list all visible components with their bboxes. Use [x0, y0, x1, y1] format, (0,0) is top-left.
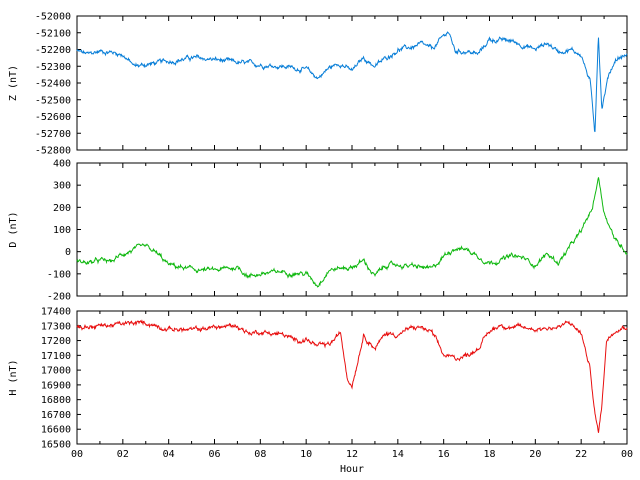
- y-axis-label: Z (nT): [8, 65, 19, 101]
- y-tick-label: 16700: [41, 410, 71, 421]
- series-line: [76, 319, 628, 433]
- y-axis-label: D (nT): [8, 211, 19, 247]
- x-axis-label: Hour: [340, 464, 364, 475]
- x-tick-label: 18: [483, 449, 495, 460]
- series-line: [76, 31, 628, 133]
- x-tick-label: 02: [117, 449, 129, 460]
- panel-h: 16500 16600 16700 16800 16900 17000 17100 17200…: [8, 307, 633, 476]
- panel-z: -52800 -52700 -52600 -52500 -52400 -52300 -522…: [8, 12, 628, 157]
- y-tick-label: 300: [53, 181, 71, 192]
- x-tick-label: 00: [71, 449, 83, 460]
- x-tick-label: 06: [208, 449, 220, 460]
- y-axis-label: H (nT): [8, 359, 19, 395]
- x-tick-label: 12: [346, 449, 358, 460]
- y-tick-label: -100: [47, 269, 71, 280]
- y-tick-label: -52700: [35, 129, 71, 140]
- y-tick-label: -52300: [35, 62, 71, 73]
- plot-frame: [76, 162, 628, 297]
- y-tick-label: 16900: [41, 380, 71, 391]
- y-tick-label: 100: [53, 225, 71, 236]
- y-tick-label: -200: [47, 292, 71, 303]
- series-line: [76, 177, 628, 288]
- y-tick-label: 16600: [41, 425, 71, 436]
- panel-d: -200 -100 0 100 200 300 400 D (nT): [8, 159, 628, 303]
- x-tick-label: 08: [254, 449, 266, 460]
- y-tick-label: -52800: [35, 146, 71, 157]
- x-tick-label: 22: [575, 449, 587, 460]
- y-tick-label: -52200: [35, 45, 71, 56]
- x-tick-label: 16: [438, 449, 450, 460]
- y-tick-label: 16500: [41, 440, 71, 451]
- y-tick-label: 17400: [41, 307, 71, 318]
- y-tick-label: 200: [53, 203, 71, 214]
- y-tick-label: 17000: [41, 366, 71, 377]
- x-tick-label: 00: [621, 449, 633, 460]
- y-tick-label: 17300: [41, 321, 71, 332]
- y-tick-label: 17100: [41, 351, 71, 362]
- y-tick-label: -52100: [35, 28, 71, 39]
- y-tick-label: 400: [53, 159, 71, 170]
- x-tick-label: 10: [300, 449, 312, 460]
- y-tick-label: 17200: [41, 336, 71, 347]
- y-tick-label: 16800: [41, 395, 71, 406]
- y-tick-label: -52500: [35, 95, 71, 106]
- plot-frame: [76, 310, 628, 445]
- x-tick-label: 14: [392, 449, 404, 460]
- x-tick-label: 04: [163, 449, 175, 460]
- x-tick-label: 20: [529, 449, 541, 460]
- y-tick-label: -52400: [35, 79, 71, 90]
- y-tick-label: 0: [65, 247, 71, 258]
- y-tick-label: -52600: [35, 112, 71, 123]
- plot-frame: [76, 15, 628, 151]
- y-tick-label: -52000: [35, 12, 71, 23]
